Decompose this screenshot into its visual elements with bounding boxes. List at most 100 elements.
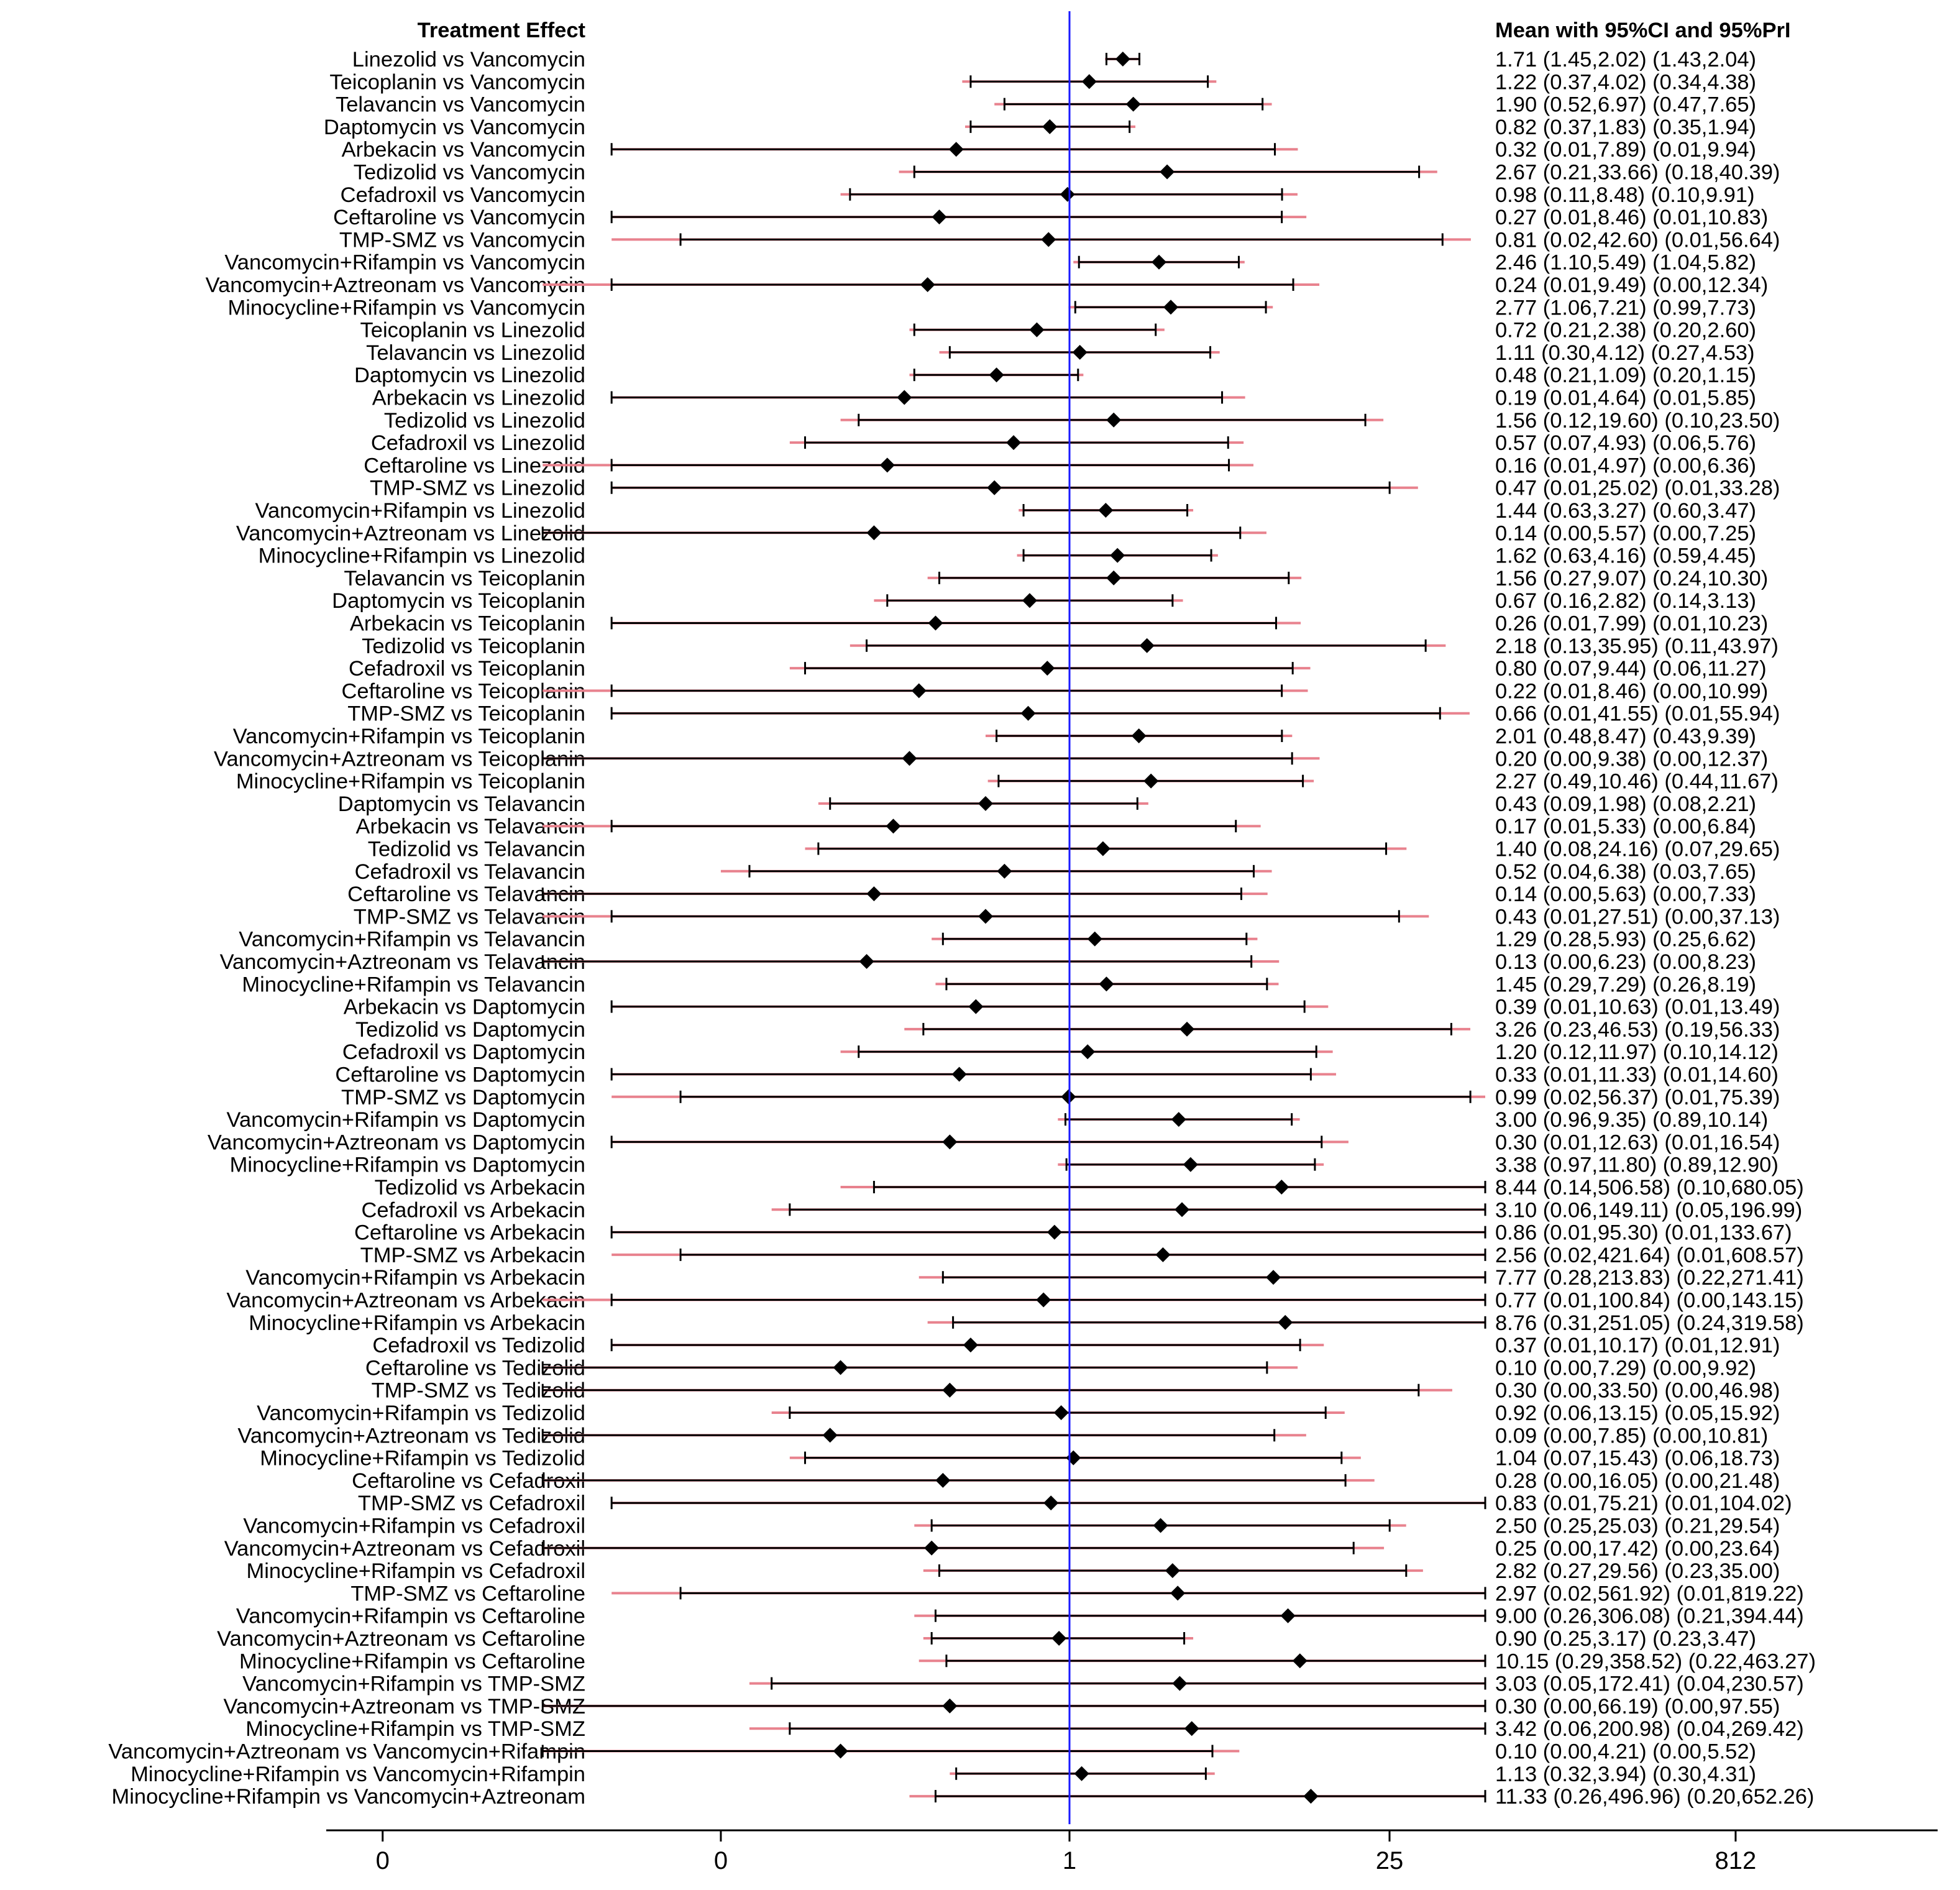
point-estimate-diamond (866, 886, 882, 902)
row-label: Cefadroxil vs Vancomycin (341, 183, 585, 207)
point-estimate-diamond (987, 480, 1002, 495)
point-estimate-diamond (1046, 1224, 1062, 1240)
row-label: Telavancin vs Vancomycin (336, 93, 585, 117)
forest-row: Tedizolid vs Vancomycin 2.67 (0.21,33.66)… (354, 161, 1780, 185)
row-label: Tedizolid vs Vancomycin (354, 161, 585, 185)
forest-row: Vancomycin+Rifampin vs Cefadroxil 2.50 (0… (243, 1515, 1780, 1538)
point-estimate-diamond (978, 796, 993, 811)
row-stats: 0.10 (0.00,7.29) (0.00,9.92) (1495, 1356, 1756, 1380)
point-estimate-diamond (866, 525, 882, 541)
row-stats: 10.15 (0.29,358.52) (0.22,463.27) (1495, 1649, 1816, 1673)
forest-row: Minocycline+Rifampin vs Cefadroxil 2.82 (… (247, 1559, 1780, 1583)
point-estimate-diamond (1041, 232, 1056, 247)
point-estimate-diamond (1106, 412, 1122, 428)
row-stats: 0.22 (0.01,8.46) (0.00,10.99) (1495, 679, 1768, 703)
row-label: Minocycline+Rifampin vs Telavancin (242, 973, 585, 996)
row-label: Cefadroxil vs Telavancin (355, 860, 585, 884)
row-label: Minocycline+Rifampin vs Teicoplanin (236, 770, 585, 794)
point-estimate-diamond (1072, 344, 1088, 360)
forest-row: Linezolid vs Vancomycin 1.71 (1.45,2.02) … (352, 48, 1756, 71)
row-stats: 0.77 (0.01,100.84) (0.00,143.15) (1495, 1289, 1804, 1313)
row-stats: 0.67 (0.16,2.82) (0.14,3.13) (1495, 589, 1756, 613)
row-stats: 0.99 (0.02,56.37) (0.01,75.39) (1495, 1086, 1780, 1109)
row-stats: 0.16 (0.01,4.97) (0.00,6.36) (1495, 454, 1756, 477)
point-estimate-diamond (1060, 186, 1075, 202)
forest-row: Vancomycin+Rifampin vs Arbekacin 7.77 (0.… (245, 1266, 1804, 1290)
point-estimate-diamond (1278, 1314, 1293, 1330)
row-stats: 3.38 (0.97,11.80) (0.89,12.90) (1495, 1154, 1779, 1177)
row-stats: 0.30 (0.00,66.19) (0.00,97.55) (1495, 1695, 1780, 1718)
row-label: TMP-SMZ vs Daptomycin (341, 1086, 585, 1109)
forest-row: TMP-SMZ vs Daptomycin 0.99 (0.02,56.37) (… (341, 1086, 1780, 1109)
row-label: Vancomycin+Rifampin vs Ceftaroline (236, 1605, 585, 1628)
row-label: Vancomycin+Rifampin vs Tedizolid (257, 1401, 585, 1425)
forest-row: Minocycline+Rifampin vs Arbekacin 8.76 (0… (249, 1311, 1803, 1335)
row-stats: 0.66 (0.01,41.55) (0.01,55.94) (1495, 702, 1780, 726)
point-estimate-diamond (833, 1360, 848, 1375)
row-label: Arbekacin vs Daptomycin (344, 996, 585, 1019)
row-label: TMP-SMZ vs Vancomycin (339, 228, 585, 252)
point-estimate-diamond (1125, 96, 1141, 112)
forest-row: Cefadroxil vs Telavancin 0.52 (0.04,6.38)… (355, 860, 1756, 884)
forest-row: Vancomycin+Rifampin vs TMP-SMZ 3.03 (0.05… (242, 1672, 1804, 1696)
forest-row: Teicoplanin vs Vancomycin 1.22 (0.37,4.02… (329, 70, 1756, 94)
row-label: Vancomycin+Aztreonam vs Telavancin (220, 950, 585, 974)
point-estimate-diamond (1061, 1089, 1076, 1104)
forest-row: Vancomycin+Rifampin vs Tedizolid 0.92 (0.… (257, 1401, 1780, 1425)
row-stats: 9.00 (0.26,306.08) (0.21,394.44) (1495, 1605, 1804, 1628)
row-label: Tedizolid vs Teicoplanin (362, 635, 585, 658)
forest-row: Vancomycin+Aztreonam vs TMP-SMZ 0.30 (0.0… (223, 1695, 1780, 1718)
point-estimate-diamond (833, 1743, 848, 1759)
point-estimate-diamond (902, 751, 917, 766)
x-tick-label: 1 (1063, 1847, 1076, 1874)
point-estimate-diamond (1153, 1518, 1168, 1533)
row-stats: 2.01 (0.48,8.47) (0.43,9.39) (1495, 725, 1756, 748)
point-estimate-diamond (963, 1337, 978, 1353)
forest-row: Ceftaroline vs Cefadroxil 0.28 (0.00,16.0… (352, 1469, 1780, 1493)
point-estimate-diamond (1171, 1112, 1186, 1127)
forest-row: Vancomycin+Aztreonam vs Telavancin 0.13 (… (220, 950, 1756, 974)
row-label: Tedizolid vs Telavancin (368, 838, 585, 861)
row-label: Arbekacin vs Vancomycin (342, 138, 585, 162)
forest-row: Minocycline+Rifampin vs Vancomycin+Rifam… (131, 1763, 1756, 1786)
row-stats: 0.30 (0.01,12.63) (0.01,16.54) (1495, 1131, 1780, 1154)
row-label: Vancomycin+Aztreonam vs Tedizolid (237, 1424, 585, 1447)
row-stats: 0.33 (0.01,11.33) (0.01,14.60) (1495, 1063, 1779, 1087)
point-estimate-diamond (1110, 548, 1125, 563)
row-stats: 0.09 (0.00,7.85) (0.00,10.81) (1495, 1424, 1768, 1447)
forest-row: Teicoplanin vs Linezolid 0.72 (0.21,2.38)… (360, 319, 1757, 342)
point-estimate-diamond (932, 209, 947, 225)
forest-row: Vancomycin+Aztreonam vs Cefadroxil 0.25 (… (224, 1537, 1780, 1561)
forest-row: Vancomycin+Aztreonam vs Ceftaroline 0.90 … (217, 1627, 1756, 1651)
row-stats: 2.50 (0.25,25.03) (0.21,29.54) (1495, 1515, 1780, 1538)
forest-row: Arbekacin vs Linezolid 0.19 (0.01,4.64) (… (372, 387, 1756, 410)
row-label: TMP-SMZ vs Teicoplanin (347, 702, 585, 726)
row-stats: 1.13 (0.32,3.94) (0.30,4.31) (1495, 1763, 1756, 1786)
point-estimate-diamond (1292, 1653, 1307, 1669)
point-estimate-diamond (978, 909, 993, 924)
point-estimate-diamond (859, 954, 874, 969)
forest-row: Minocycline+Rifampin vs Telavancin 1.45 (… (242, 973, 1756, 996)
row-stats: 0.39 (0.01,10.63) (0.01,13.49) (1495, 996, 1780, 1019)
row-label: Minocycline+Rifampin vs Daptomycin (230, 1154, 585, 1177)
point-estimate-diamond (1139, 638, 1155, 653)
row-stats: 0.90 (0.25,3.17) (0.23,3.47) (1495, 1627, 1756, 1651)
row-stats: 0.47 (0.01,25.02) (0.01,33.28) (1495, 477, 1780, 500)
row-label: TMP-SMZ vs Linezolid (370, 477, 585, 500)
row-label: Cefadroxil vs Arbekacin (362, 1198, 586, 1222)
x-tick-label: 0 (376, 1847, 390, 1874)
forest-row: Cefadroxil vs Linezolid 0.57 (0.07,4.93) … (371, 431, 1756, 455)
forest-row: Vancomycin+Rifampin vs Vancomycin 2.46 (1… (224, 251, 1756, 275)
point-estimate-diamond (968, 999, 984, 1014)
forest-row: Tedizolid vs Linezolid 1.56 (0.12,19.60) … (384, 409, 1780, 433)
forest-row: Tedizolid vs Arbekacin 8.44 (0.14,506.58)… (375, 1176, 1804, 1200)
row-stats: 1.90 (0.52,6.97) (0.47,7.65) (1495, 93, 1756, 117)
forest-row: TMP-SMZ vs Ceftaroline 2.97 (0.02,561.92)… (350, 1582, 1803, 1605)
forest-row: Arbekacin vs Vancomycin 0.32 (0.01,7.89) … (342, 138, 1756, 162)
row-label: Vancomycin+Aztreonam vs Linezolid (236, 521, 585, 545)
point-estimate-diamond (1165, 1563, 1180, 1579)
row-stats: 1.22 (0.37,4.02) (0.34,4.38) (1495, 70, 1756, 94)
forest-row: Vancomycin+Aztreonam vs Vancomycin 0.24 (… (206, 273, 1769, 297)
row-stats: 3.26 (0.23,46.53) (0.19,56.33) (1495, 1018, 1780, 1042)
row-stats: 0.26 (0.01,7.99) (0.01,10.23) (1495, 612, 1768, 636)
